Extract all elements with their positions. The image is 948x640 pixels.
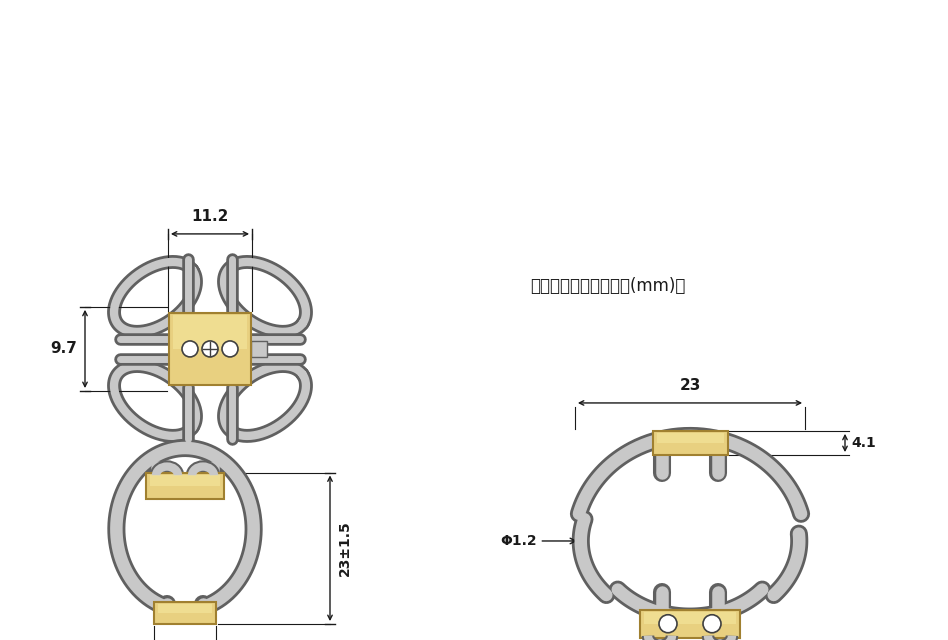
FancyBboxPatch shape — [146, 472, 224, 499]
Circle shape — [182, 341, 198, 357]
Text: 23: 23 — [680, 378, 701, 393]
Text: 23±1.5: 23±1.5 — [338, 520, 352, 576]
Text: 11.2: 11.2 — [191, 209, 228, 224]
Text: Φ1.2: Φ1.2 — [500, 534, 575, 548]
FancyBboxPatch shape — [251, 341, 267, 357]
FancyBboxPatch shape — [657, 433, 724, 443]
FancyBboxPatch shape — [169, 313, 251, 385]
FancyBboxPatch shape — [653, 431, 728, 455]
FancyBboxPatch shape — [158, 604, 212, 613]
Circle shape — [703, 615, 721, 633]
FancyBboxPatch shape — [173, 315, 247, 349]
Text: 9.7: 9.7 — [50, 341, 77, 356]
Text: 4.1: 4.1 — [851, 436, 876, 450]
Circle shape — [659, 615, 677, 633]
Text: GR1-1.8D-A产品结构示意图: GR1-1.8D-A产品结构示意图 — [221, 23, 727, 68]
Circle shape — [202, 341, 218, 357]
FancyBboxPatch shape — [640, 610, 740, 637]
Text: 注：所有尺寸均为毫米(mm)。: 注：所有尺寸均为毫米(mm)。 — [530, 277, 685, 295]
Circle shape — [222, 341, 238, 357]
FancyBboxPatch shape — [154, 602, 216, 624]
FancyBboxPatch shape — [644, 612, 736, 624]
FancyBboxPatch shape — [150, 475, 220, 486]
